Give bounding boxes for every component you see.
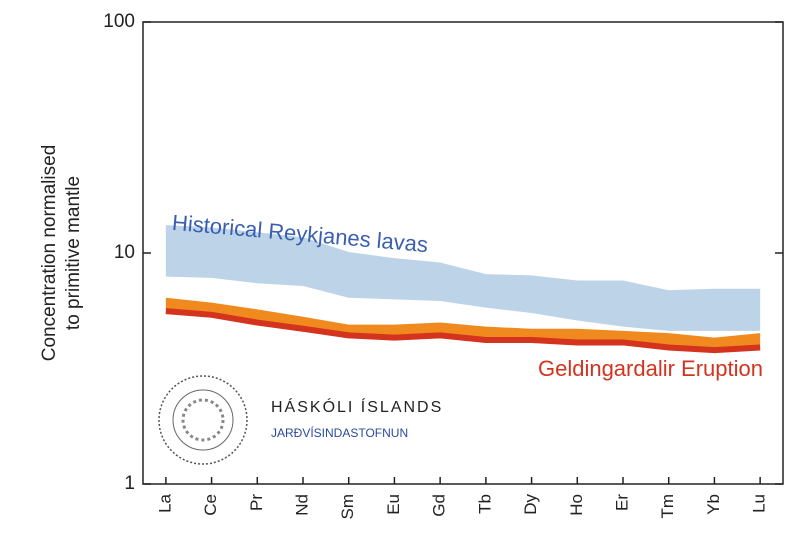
logo-seal bbox=[158, 375, 248, 465]
band-label: Geldingardalir Eruption bbox=[538, 356, 763, 381]
x-tick-label: La bbox=[155, 493, 174, 512]
x-tick-label: Eu bbox=[384, 494, 403, 515]
y-tick-label: 10 bbox=[114, 242, 135, 263]
x-tick-label: Lu bbox=[750, 494, 769, 513]
x-tick-label: Ce bbox=[201, 494, 220, 516]
x-tick-label: Yb bbox=[704, 494, 723, 515]
y-axis-label: to primitive mantle bbox=[63, 176, 84, 330]
x-tick-label: Pr bbox=[247, 494, 266, 511]
x-tick-label: Dy bbox=[521, 494, 540, 515]
x-tick-label: Tm bbox=[658, 494, 677, 519]
x-tick-label: Gd bbox=[430, 494, 449, 517]
y-tick-label: 1 bbox=[124, 473, 135, 494]
band-area bbox=[165, 225, 761, 331]
x-tick-label: Er bbox=[612, 494, 631, 511]
x-tick-label: Nd bbox=[292, 494, 311, 516]
y-tick-label: 100 bbox=[103, 11, 135, 32]
band-lower-line bbox=[165, 308, 761, 354]
y-axis-label: Concentration normalised bbox=[39, 145, 60, 362]
x-tick-label: Ho bbox=[567, 494, 586, 516]
x-tick-label: Tb bbox=[475, 494, 494, 514]
logo-unit: JARÐVÍSINDASTOFNUN bbox=[271, 425, 408, 440]
logo-name: HÁSKÓLI ÍSLANDS bbox=[271, 397, 443, 416]
x-tick-label: Sm bbox=[338, 494, 357, 520]
band-area bbox=[165, 297, 761, 351]
